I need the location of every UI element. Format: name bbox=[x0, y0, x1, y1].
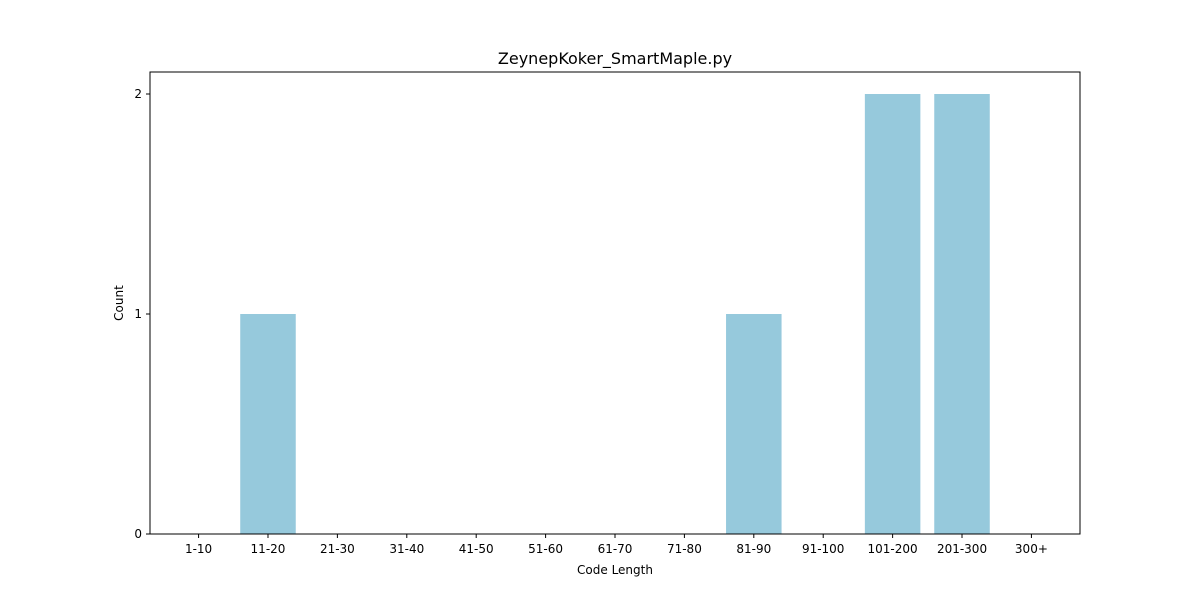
bar-81-90 bbox=[726, 314, 782, 534]
bar-101-200 bbox=[864, 94, 921, 534]
x-axis-ticks: 1-10 11-20 21-30 31-40 41-50 51-60 61-70 71-80 8… bbox=[185, 534, 1048, 556]
x-tick-label: 61-70 bbox=[598, 542, 633, 556]
x-tick-label: 300+ bbox=[1015, 542, 1048, 556]
bar-11-20 bbox=[240, 314, 296, 534]
y-tick-label: 0 bbox=[134, 527, 142, 541]
x-tick-label: 21-30 bbox=[320, 542, 355, 556]
x-tick-label: 51-60 bbox=[528, 542, 563, 556]
y-tick-label: 2 bbox=[134, 87, 142, 101]
chart-title: ZeynepKoker_SmartMaple.py bbox=[498, 49, 732, 69]
x-tick-label: 81-90 bbox=[736, 542, 771, 556]
x-axis-label: Code Length bbox=[577, 563, 653, 577]
x-tick-label: 11-20 bbox=[251, 542, 286, 556]
y-axis-label: Count bbox=[112, 285, 126, 321]
x-tick-label: 71-80 bbox=[667, 542, 702, 556]
x-tick-label: 91-100 bbox=[802, 542, 845, 556]
x-tick-label: 31-40 bbox=[389, 542, 424, 556]
x-tick-label: 201-300 bbox=[937, 542, 987, 556]
x-tick-label: 101-200 bbox=[868, 542, 918, 556]
y-tick-label: 1 bbox=[134, 307, 142, 321]
x-tick-label: 1-10 bbox=[185, 542, 212, 556]
bars bbox=[240, 94, 990, 534]
x-tick-label: 41-50 bbox=[459, 542, 494, 556]
y-axis-ticks: 0 1 2 bbox=[134, 87, 150, 541]
bar-201-300 bbox=[934, 94, 990, 534]
